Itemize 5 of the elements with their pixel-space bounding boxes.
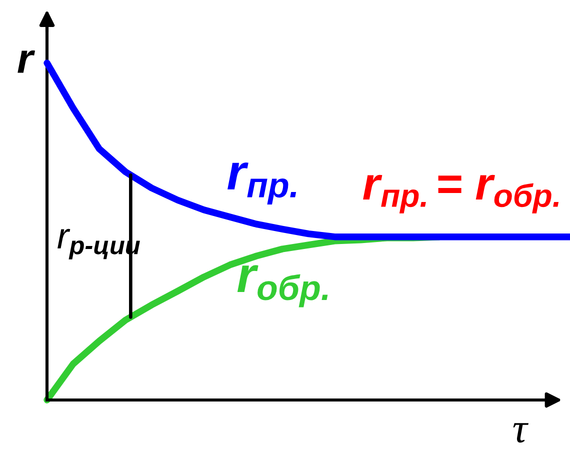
series-label: r$_{пр.}$: [228, 162, 296, 205]
series-label: r$_{обр.}$: [237, 265, 328, 308]
y-axis-title: r: [18, 50, 36, 73]
annotation: r$_{пр.}$= r$_{обр.}$: [363, 174, 559, 214]
x-axis-title: τ: [513, 423, 529, 443]
